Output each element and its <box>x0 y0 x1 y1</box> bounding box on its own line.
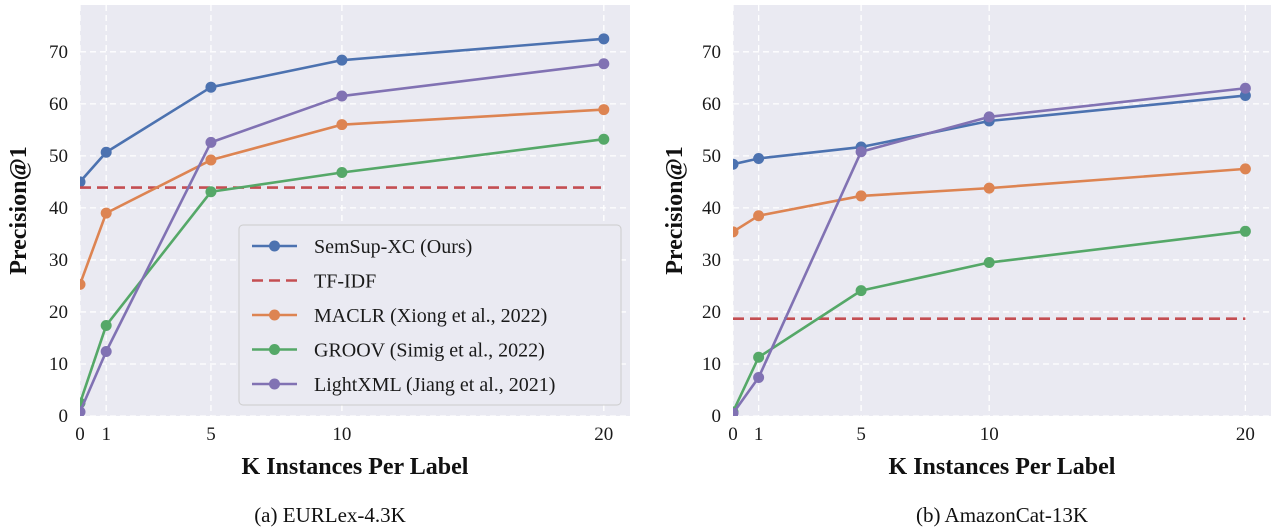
y-tick-label: 50 <box>49 146 68 167</box>
legend-marker-lightxml-jiang-et-al-2021 <box>269 378 280 390</box>
x-axis-title: K Instances Per Label <box>242 454 469 480</box>
legend-marker-groov-simig-et-al-2022 <box>269 344 280 355</box>
x-tick-label: 10 <box>332 424 351 445</box>
y-tick-label: 0 <box>712 406 722 427</box>
data-point-semsup-xc-ours <box>598 33 610 45</box>
y-tick-label: 70 <box>49 42 68 63</box>
plot-background <box>733 5 1271 416</box>
x-tick-label: 1 <box>101 424 111 445</box>
data-point-maclr-xiong-et-al-2022 <box>336 119 348 131</box>
y-tick-label: 40 <box>49 198 68 219</box>
data-point-maclr-xiong-et-al-2022 <box>1239 163 1251 175</box>
x-tick-label: 20 <box>1236 424 1255 445</box>
y-tick-label: 30 <box>49 250 68 271</box>
x-tick-label: 5 <box>206 424 216 445</box>
data-point-lightxml-jiang-et-al-2021 <box>733 407 739 416</box>
data-point-lightxml-jiang-et-al-2021 <box>1239 82 1251 94</box>
data-point-semsup-xc-ours <box>80 176 86 188</box>
legend-marker-maclr-xiong-et-al-2022 <box>269 309 280 321</box>
data-point-semsup-xc-ours <box>753 152 765 164</box>
plot-area <box>733 82 1251 416</box>
data-point-maclr-xiong-et-al-2022 <box>598 104 610 116</box>
y-tick-label: 0 <box>59 406 69 427</box>
panel-caption: (b) AmazonCat-13K <box>916 503 1088 527</box>
legend-label-groov-simig-et-al-2022: GROOV (Simig et al., 2022) <box>314 340 545 362</box>
y-tick-label: 10 <box>702 354 721 375</box>
data-point-lightxml-jiang-et-al-2021 <box>336 90 348 102</box>
y-tick-label: 20 <box>702 302 721 323</box>
data-point-maclr-xiong-et-al-2022 <box>100 207 112 219</box>
data-point-maclr-xiong-et-al-2022 <box>753 210 765 222</box>
data-point-groov-simig-et-al-2022 <box>753 351 765 363</box>
x-tick-label: 0 <box>75 424 85 445</box>
y-tick-label: 60 <box>49 94 68 115</box>
data-point-groov-simig-et-al-2022 <box>205 186 217 198</box>
legend-box <box>238 224 622 406</box>
data-point-groov-simig-et-al-2022 <box>1239 225 1251 237</box>
x-tick-label: 20 <box>594 424 613 445</box>
data-point-lightxml-jiang-et-al-2021 <box>100 345 112 357</box>
data-point-lightxml-jiang-et-al-2021 <box>598 58 610 70</box>
legend-label-maclr-xiong-et-al-2022: MACLR (Xiong et al., 2022) <box>314 305 547 327</box>
data-point-groov-simig-et-al-2022 <box>598 133 610 145</box>
legend-label-semsup-xc-ours: SemSup-XC (Ours) <box>314 236 472 258</box>
data-point-groov-simig-et-al-2022 <box>336 167 348 179</box>
x-tick-label: 1 <box>754 424 764 445</box>
data-point-semsup-xc-ours <box>336 54 348 66</box>
data-point-lightxml-jiang-et-al-2021 <box>983 111 995 123</box>
x-tick-label: 5 <box>856 424 866 445</box>
data-point-maclr-xiong-et-al-2022 <box>205 154 217 166</box>
data-point-lightxml-jiang-et-al-2021 <box>753 372 765 384</box>
data-point-semsup-xc-ours <box>100 146 112 158</box>
y-tick-label: 50 <box>702 146 721 167</box>
plot-area <box>80 33 610 416</box>
y-tick-label: 10 <box>49 354 68 375</box>
data-point-maclr-xiong-et-al-2022 <box>733 226 739 238</box>
x-tick-label: 0 <box>728 424 738 445</box>
x-tick-label: 10 <box>980 424 999 445</box>
data-point-maclr-xiong-et-al-2022 <box>80 278 86 290</box>
y-axis-title: Precision@1 <box>662 146 688 275</box>
data-point-groov-simig-et-al-2022 <box>983 257 995 269</box>
y-tick-label: 30 <box>702 250 721 271</box>
y-tick-label: 40 <box>702 198 721 219</box>
legend-marker-semsup-xc-ours <box>269 240 280 252</box>
data-point-lightxml-jiang-et-al-2021 <box>80 406 86 416</box>
legend-label-tf-idf: TF-IDF <box>314 271 376 293</box>
y-axis-title: Precision@1 <box>6 146 32 275</box>
data-point-semsup-xc-ours <box>733 158 739 170</box>
legend: SemSup-XC (Ours) TF-IDF MACLR (Xiong et al… <box>238 224 622 406</box>
data-point-groov-simig-et-al-2022 <box>100 319 112 331</box>
x-axis-title: K Instances Per Label <box>889 454 1116 480</box>
data-point-semsup-xc-ours <box>205 81 217 93</box>
y-tick-label: 20 <box>49 302 68 323</box>
data-point-lightxml-jiang-et-al-2021 <box>855 146 867 158</box>
y-tick-label: 70 <box>702 42 721 63</box>
data-point-lightxml-jiang-et-al-2021 <box>205 136 217 148</box>
data-point-groov-simig-et-al-2022 <box>855 285 867 297</box>
panel-caption: (a) EURLex-4.3K <box>254 503 406 527</box>
data-point-maclr-xiong-et-al-2022 <box>855 190 867 202</box>
y-tick-label: 60 <box>702 94 721 115</box>
legend-label-lightxml-jiang-et-al-2021: LightXML (Jiang et al., 2021) <box>314 374 555 396</box>
data-point-maclr-xiong-et-al-2022 <box>983 182 995 194</box>
